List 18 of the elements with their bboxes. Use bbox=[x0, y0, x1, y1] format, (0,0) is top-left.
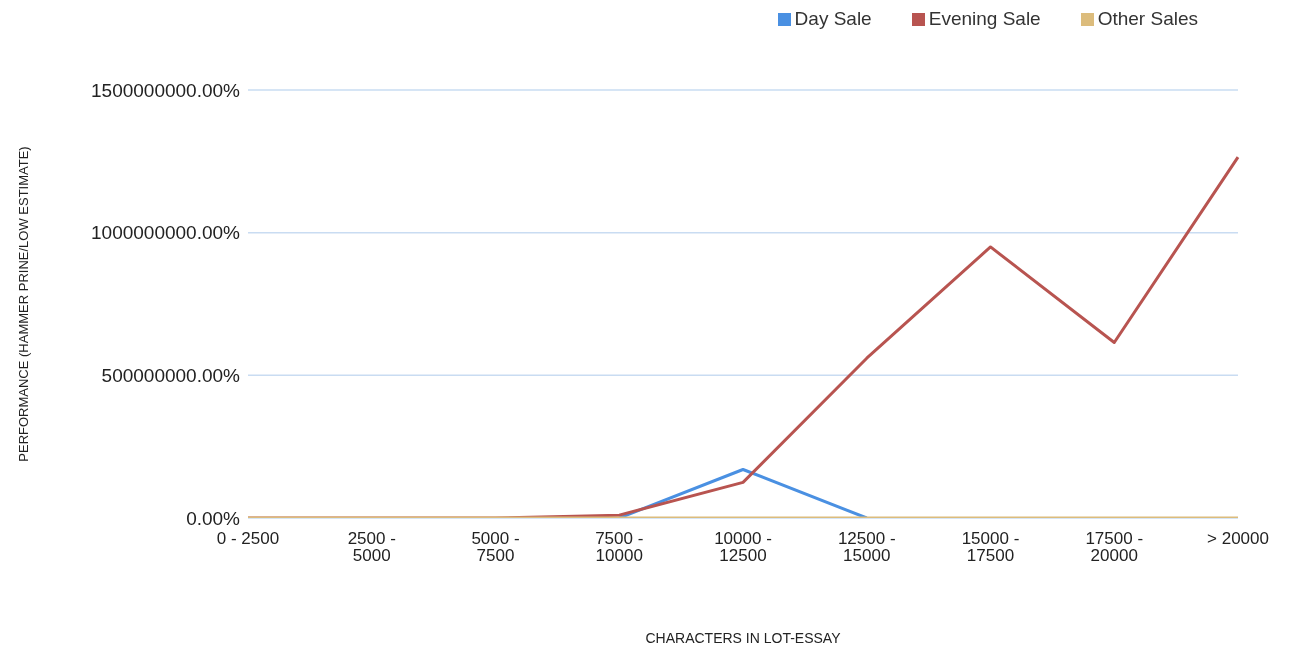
legend-label: Evening Sale bbox=[928, 8, 1041, 29]
x-tick-label: 0 - 2500 bbox=[216, 529, 280, 549]
x-tick-label: 12500 - 15000 bbox=[837, 529, 896, 566]
legend-label: Other Sales bbox=[1097, 8, 1198, 29]
x-tick-label: 15000 - 17500 bbox=[961, 529, 1020, 566]
y-axis-title: PERFORMANCE (HAMMER PRINE/LOW ESTIMATE) bbox=[15, 146, 31, 462]
y-tick-label: 1000000000.00% bbox=[91, 222, 241, 244]
x-tick-label: 17500 - 20000 bbox=[1085, 529, 1144, 566]
x-tick-label: 2500 - 5000 bbox=[347, 529, 396, 566]
y-tick-label: 0.00% bbox=[186, 507, 241, 529]
x-axis-title: CHARACTERS IN LOT-ESSAY bbox=[645, 630, 842, 646]
x-tick-label: 5000 - 7500 bbox=[471, 529, 520, 566]
y-tick-label: 500000000.00% bbox=[101, 365, 241, 387]
x-tick-label: 10000 - 12500 bbox=[714, 529, 772, 566]
y-tick-label: 1500000000.00% bbox=[91, 79, 241, 101]
x-tick-label: > 20000 bbox=[1207, 529, 1269, 549]
x-tick-label: 7500 - 10000 bbox=[595, 529, 644, 566]
legend-label: Day Sale bbox=[794, 8, 872, 29]
